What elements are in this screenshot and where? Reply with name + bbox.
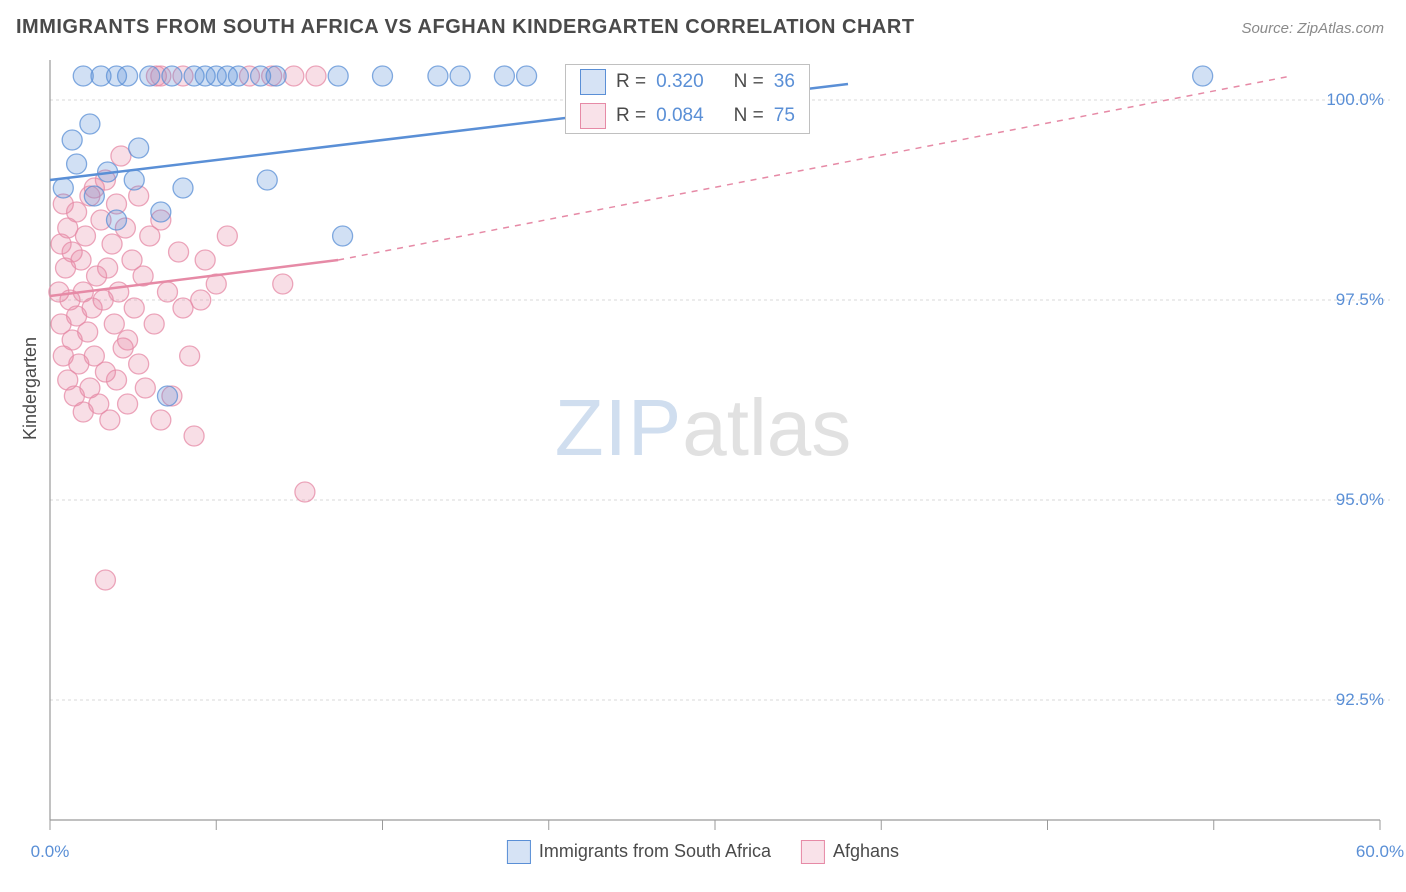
stats-n-label: N = xyxy=(734,71,764,93)
x-tick-label: 0.0% xyxy=(31,842,70,862)
stats-swatch xyxy=(580,69,606,95)
y-tick-label: 95.0% xyxy=(1336,490,1384,510)
stats-row: R = 0.320 N = 36 xyxy=(566,65,809,99)
y-tick-label: 100.0% xyxy=(1326,90,1384,110)
stats-row: R = 0.084 N = 75 xyxy=(566,99,809,133)
y-tick-label: 97.5% xyxy=(1336,290,1384,310)
y-tick-label: 92.5% xyxy=(1336,690,1384,710)
stats-r-value: 0.084 xyxy=(656,105,704,127)
stats-n-label: N = xyxy=(734,105,764,127)
legend-swatch xyxy=(507,840,531,864)
correlation-stats-box: R = 0.320 N = 36 R = 0.084 N = 75 xyxy=(565,64,810,134)
legend-label: Afghans xyxy=(833,841,899,861)
stats-r-value: 0.320 xyxy=(656,71,704,93)
bottom-legend: Immigrants from South Africa Afghans xyxy=(507,840,899,864)
stats-r-label: R = xyxy=(616,105,646,127)
legend-item: Immigrants from South Africa xyxy=(507,840,771,864)
legend-label: Immigrants from South Africa xyxy=(539,841,771,861)
chart-container: IMMIGRANTS FROM SOUTH AFRICA VS AFGHAN K… xyxy=(0,0,1406,892)
stats-n-value: 36 xyxy=(774,71,795,93)
stats-swatch xyxy=(580,103,606,129)
x-tick-label: 60.0% xyxy=(1356,842,1404,862)
legend-swatch xyxy=(801,840,825,864)
stats-n-value: 75 xyxy=(774,105,795,127)
stats-r-label: R = xyxy=(616,71,646,93)
legend-item: Afghans xyxy=(801,840,899,864)
